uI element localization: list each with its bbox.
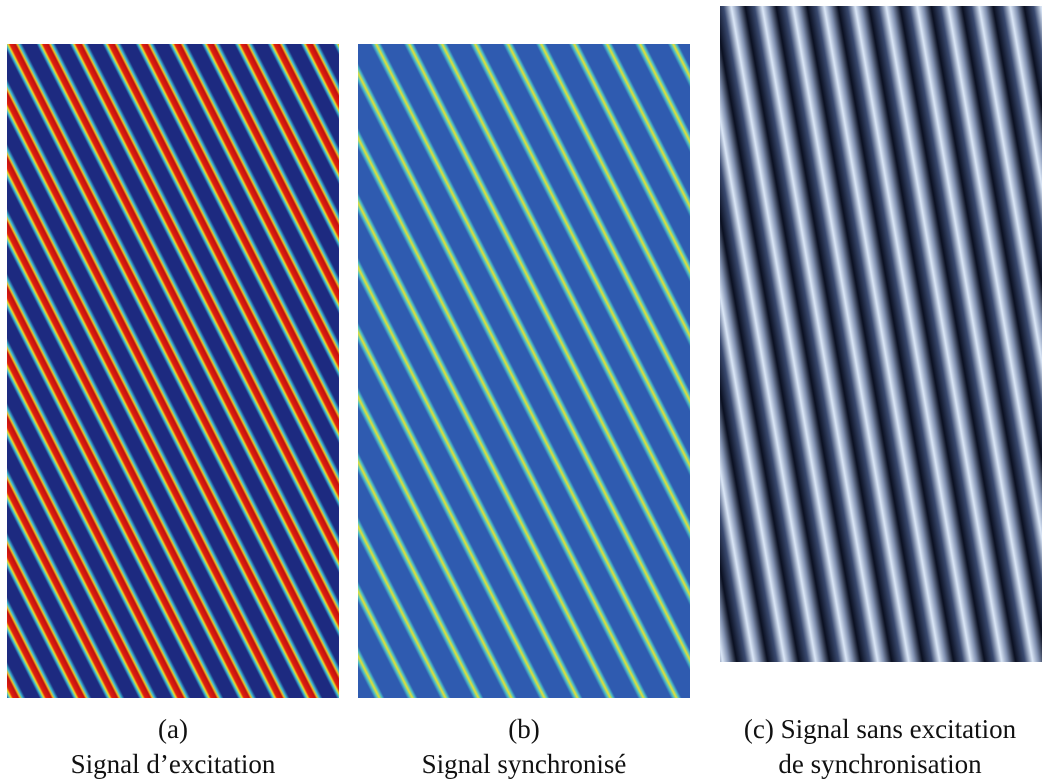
panel-c-image: [720, 6, 1042, 662]
panel-a-image: [7, 44, 339, 698]
panel-b-image: [358, 44, 690, 698]
caption-text: Signal d’excitation: [71, 749, 276, 779]
caption-text: de synchronisation: [778, 749, 982, 779]
caption-label: (b): [508, 714, 539, 744]
caption-label: (c) Signal sans excitation: [744, 714, 1017, 744]
caption-text: Signal synchronisé: [422, 749, 627, 779]
caption-label: (a): [158, 714, 188, 744]
